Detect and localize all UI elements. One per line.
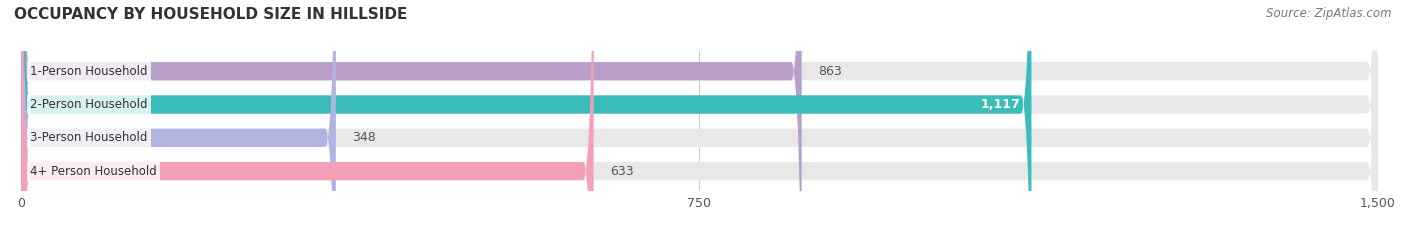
Text: 1-Person Household: 1-Person Household (30, 65, 148, 78)
FancyBboxPatch shape (21, 0, 1378, 233)
FancyBboxPatch shape (21, 0, 801, 233)
Text: 2-Person Household: 2-Person Household (30, 98, 148, 111)
Text: 1,117: 1,117 (981, 98, 1021, 111)
Text: 4+ Person Household: 4+ Person Household (30, 164, 157, 178)
Text: 348: 348 (352, 131, 375, 144)
FancyBboxPatch shape (21, 0, 1378, 233)
Text: Source: ZipAtlas.com: Source: ZipAtlas.com (1267, 7, 1392, 20)
Text: 633: 633 (610, 164, 634, 178)
FancyBboxPatch shape (21, 0, 1032, 233)
FancyBboxPatch shape (21, 0, 1378, 233)
FancyBboxPatch shape (21, 0, 336, 233)
Text: 3-Person Household: 3-Person Household (30, 131, 148, 144)
FancyBboxPatch shape (21, 0, 593, 233)
Text: 863: 863 (818, 65, 842, 78)
FancyBboxPatch shape (21, 0, 1378, 233)
Text: OCCUPANCY BY HOUSEHOLD SIZE IN HILLSIDE: OCCUPANCY BY HOUSEHOLD SIZE IN HILLSIDE (14, 7, 408, 22)
